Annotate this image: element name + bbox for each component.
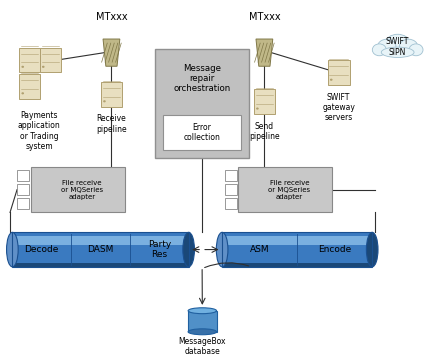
FancyBboxPatch shape bbox=[188, 311, 217, 332]
Ellipse shape bbox=[386, 34, 410, 52]
Text: Receive
pipeline: Receive pipeline bbox=[96, 114, 127, 134]
Polygon shape bbox=[256, 39, 273, 66]
FancyBboxPatch shape bbox=[40, 48, 61, 72]
Text: MTxxx: MTxxx bbox=[96, 12, 127, 22]
Ellipse shape bbox=[372, 44, 386, 56]
FancyBboxPatch shape bbox=[17, 184, 29, 195]
FancyBboxPatch shape bbox=[31, 167, 125, 212]
Text: SWIFT
gateway
servers: SWIFT gateway servers bbox=[322, 93, 355, 122]
Circle shape bbox=[330, 79, 333, 81]
Circle shape bbox=[21, 92, 24, 94]
Text: Decode: Decode bbox=[24, 245, 59, 254]
FancyBboxPatch shape bbox=[222, 236, 372, 245]
Text: MTxxx: MTxxx bbox=[249, 12, 280, 22]
Ellipse shape bbox=[399, 39, 418, 54]
Text: Message
repair
orchestration: Message repair orchestration bbox=[173, 64, 231, 93]
Text: File receive
or MQSeries
adapter: File receive or MQSeries adapter bbox=[61, 180, 103, 200]
Circle shape bbox=[103, 100, 106, 102]
Ellipse shape bbox=[7, 232, 18, 267]
Circle shape bbox=[21, 66, 24, 68]
FancyBboxPatch shape bbox=[254, 89, 275, 114]
Ellipse shape bbox=[409, 44, 423, 56]
FancyBboxPatch shape bbox=[12, 236, 189, 245]
FancyBboxPatch shape bbox=[222, 232, 372, 267]
FancyBboxPatch shape bbox=[238, 167, 332, 212]
Ellipse shape bbox=[378, 39, 396, 54]
Text: MessageBox
database: MessageBox database bbox=[179, 337, 226, 356]
Ellipse shape bbox=[366, 232, 378, 267]
Ellipse shape bbox=[381, 47, 414, 57]
Ellipse shape bbox=[216, 232, 228, 267]
FancyBboxPatch shape bbox=[155, 49, 249, 158]
Text: SWIFT
SIPN: SWIFT SIPN bbox=[386, 37, 409, 57]
Text: Party
Res: Party Res bbox=[148, 240, 171, 259]
FancyBboxPatch shape bbox=[17, 198, 29, 209]
FancyBboxPatch shape bbox=[225, 184, 237, 195]
Polygon shape bbox=[103, 39, 120, 66]
FancyBboxPatch shape bbox=[222, 263, 372, 267]
Circle shape bbox=[42, 66, 45, 68]
FancyBboxPatch shape bbox=[17, 170, 29, 181]
FancyBboxPatch shape bbox=[225, 170, 237, 181]
Text: File receive
or MQSeries
adapter: File receive or MQSeries adapter bbox=[268, 180, 311, 200]
FancyBboxPatch shape bbox=[12, 232, 189, 267]
FancyBboxPatch shape bbox=[101, 82, 122, 107]
Text: Payments
application
or Trading
system: Payments application or Trading system bbox=[18, 111, 61, 151]
Text: DASM: DASM bbox=[87, 245, 114, 254]
Text: Send
pipeline: Send pipeline bbox=[249, 122, 280, 141]
FancyBboxPatch shape bbox=[328, 60, 350, 85]
Text: ASM: ASM bbox=[250, 245, 270, 254]
FancyBboxPatch shape bbox=[163, 115, 241, 150]
Ellipse shape bbox=[183, 232, 194, 267]
FancyBboxPatch shape bbox=[19, 74, 40, 99]
FancyBboxPatch shape bbox=[12, 263, 189, 267]
Text: Encode: Encode bbox=[318, 245, 351, 254]
Circle shape bbox=[256, 107, 259, 110]
Ellipse shape bbox=[188, 308, 217, 314]
Ellipse shape bbox=[188, 329, 217, 335]
Text: Error
collection: Error collection bbox=[184, 123, 221, 142]
FancyBboxPatch shape bbox=[19, 48, 40, 72]
FancyBboxPatch shape bbox=[225, 198, 237, 209]
